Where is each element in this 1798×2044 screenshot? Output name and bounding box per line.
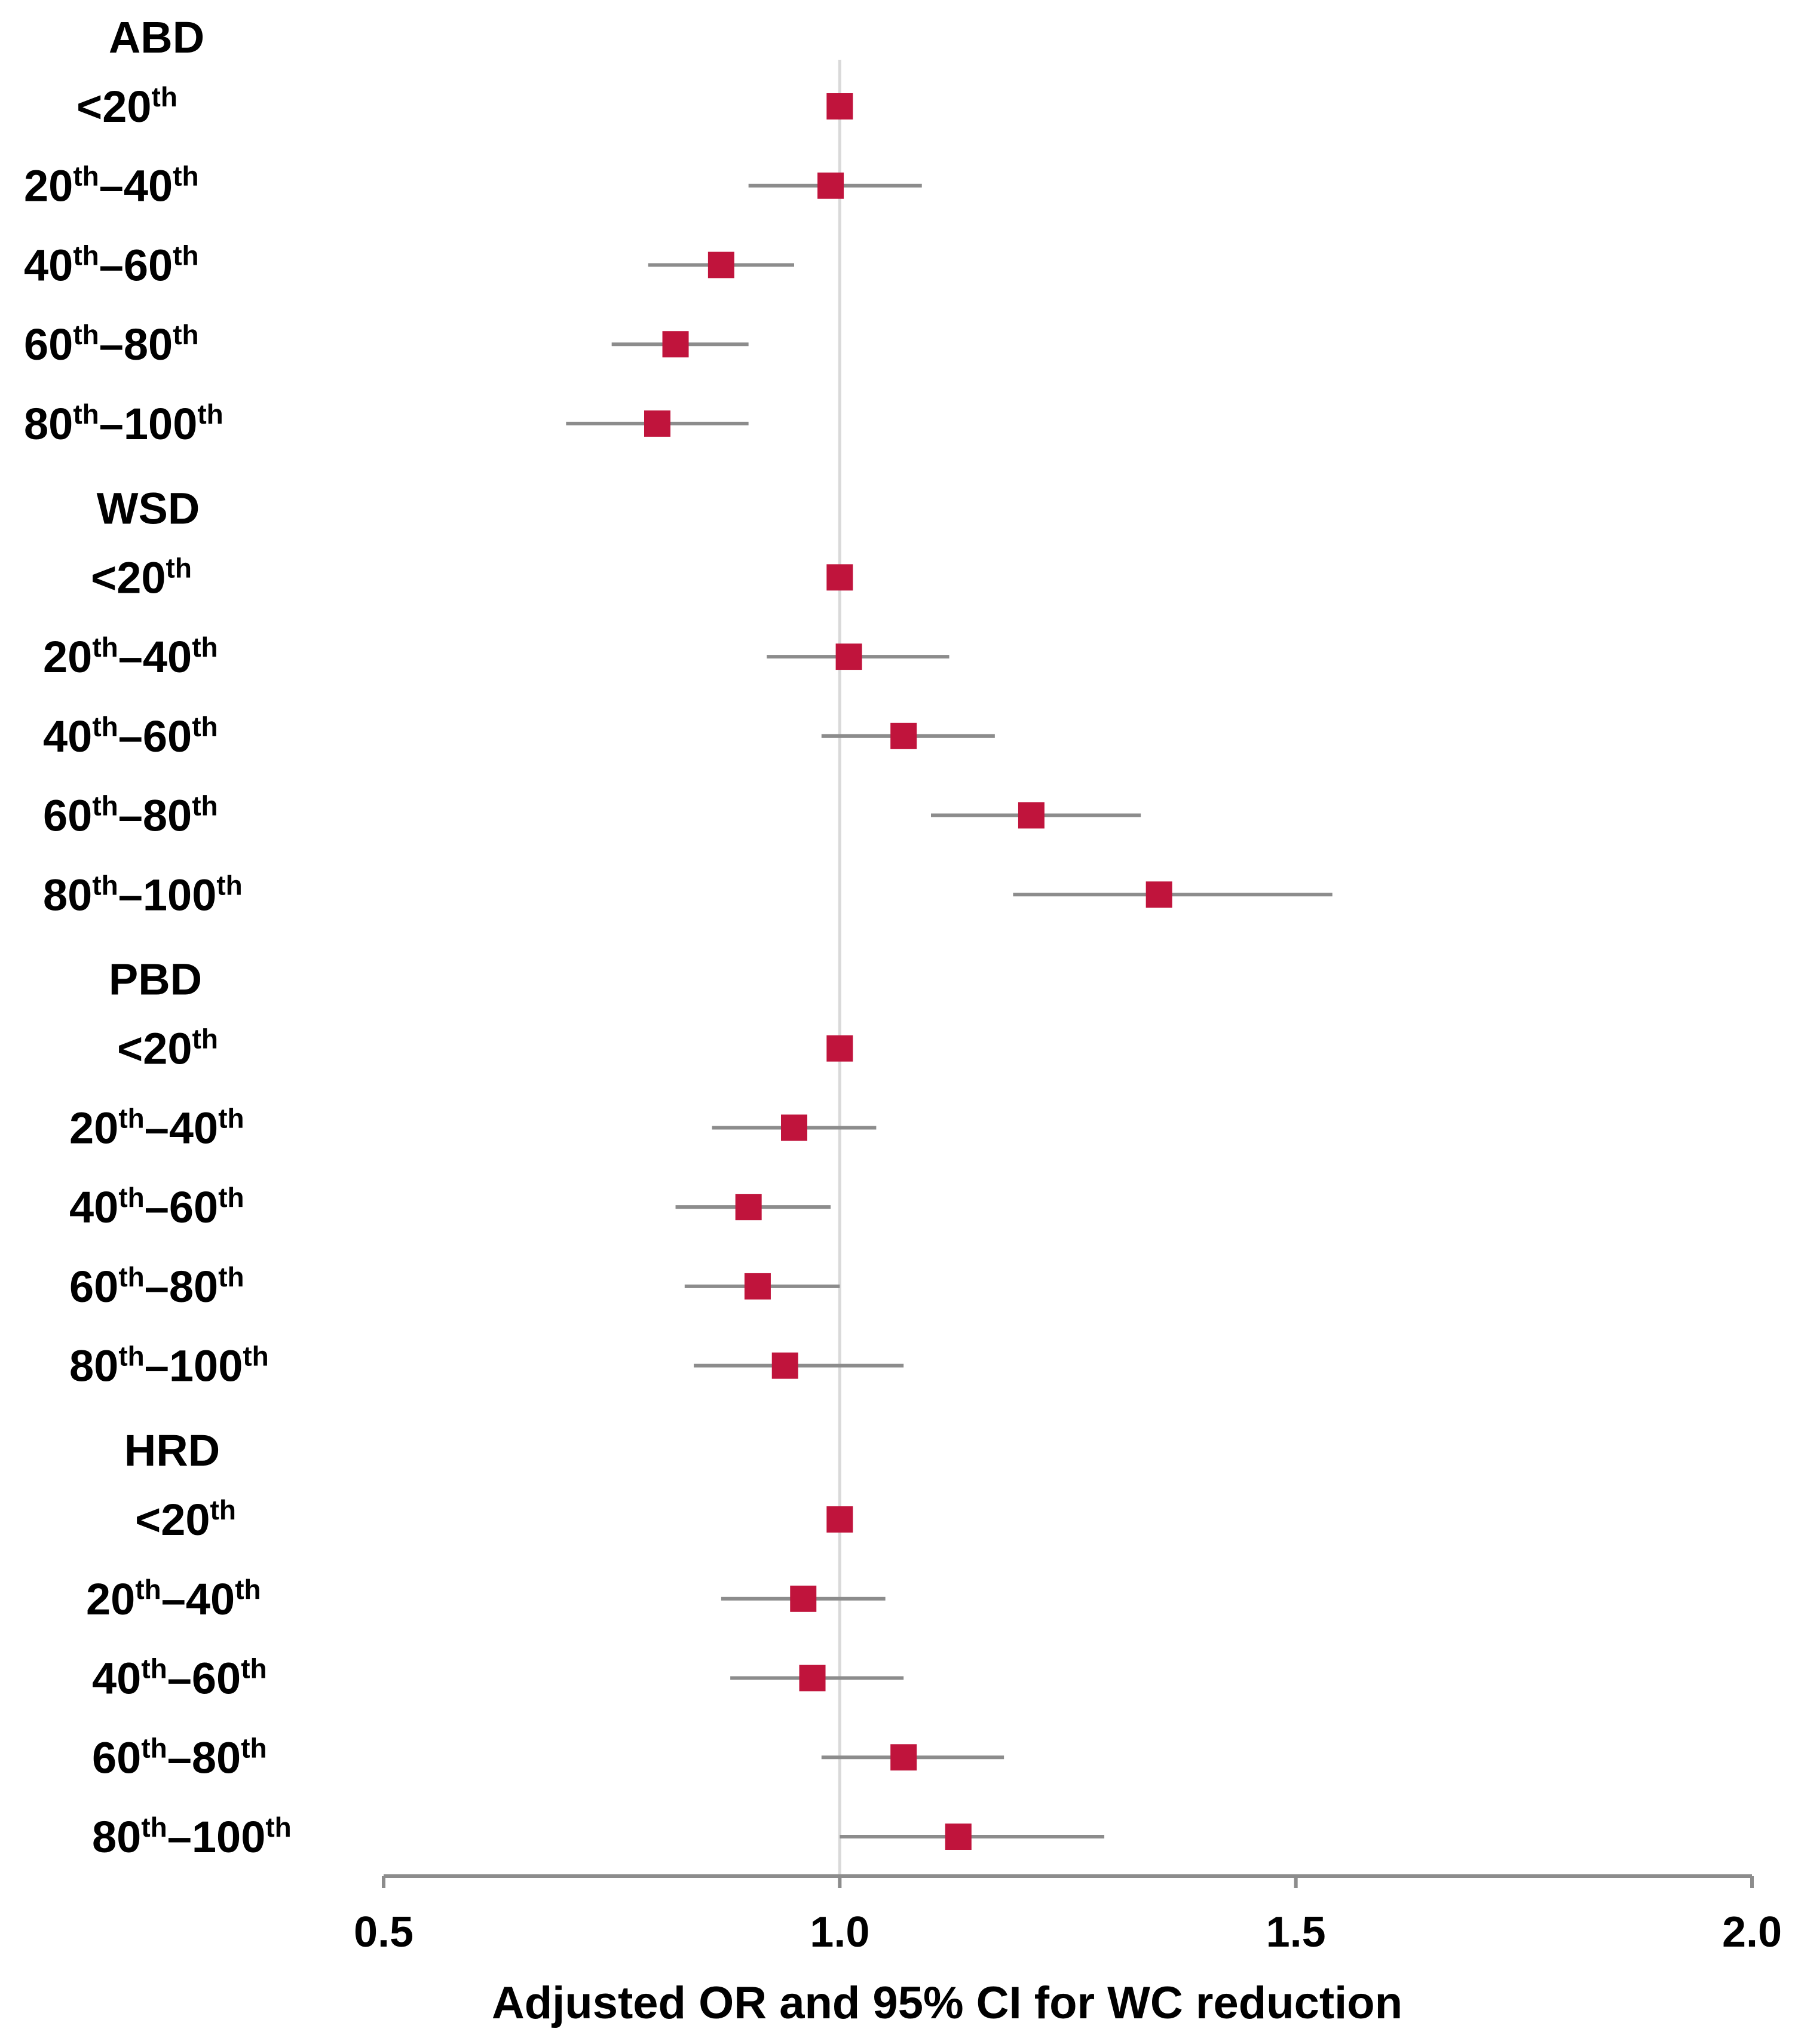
row-label: 40th–60th (92, 1653, 267, 1703)
or-marker (771, 1352, 798, 1379)
or-marker (890, 1744, 917, 1771)
or-marker (735, 1194, 762, 1221)
row-label: <20th (91, 552, 192, 602)
row-label: 80th–100th (69, 1341, 269, 1391)
row-label: 40th–60th (24, 240, 199, 290)
or-marker (644, 410, 670, 437)
row-label: 80th–100th (43, 869, 243, 920)
x-axis: 0.5 1.0 1.5 2.0 (354, 1874, 1782, 1956)
markers-layer (644, 93, 1172, 1850)
row-label: <20th (135, 1494, 236, 1545)
or-marker (744, 1273, 771, 1300)
or-marker (890, 722, 917, 749)
row-label: 20th–40th (43, 632, 218, 682)
row-label: <20th (117, 1023, 218, 1074)
group-title-hrd: HRD (124, 1426, 220, 1475)
or-marker (817, 172, 844, 199)
or-marker (945, 1824, 972, 1850)
row-label: 60th–80th (69, 1261, 244, 1311)
row-labels-layer: ABD <20th 20th–40th 40th–60th 60th–80th 80th–… (24, 13, 292, 1862)
row-label: 20th–40th (24, 161, 199, 211)
row-label: 80th–100th (92, 1812, 292, 1862)
row-label: 60th–80th (92, 1732, 267, 1782)
group-title-pbd: PBD (109, 955, 202, 1004)
group-title-wsd: WSD (97, 483, 200, 533)
or-marker (790, 1585, 817, 1612)
row-label: 20th–40th (69, 1102, 244, 1153)
row-label: <20th (76, 81, 177, 131)
or-marker (826, 1506, 853, 1533)
or-marker (1018, 802, 1045, 829)
ci-lines-layer (566, 183, 1333, 1838)
group-title-abd: ABD (109, 13, 204, 62)
row-label: 60th–80th (24, 319, 199, 369)
or-marker (662, 331, 689, 358)
x-tick-label: 1.0 (810, 1908, 869, 1956)
x-tick-label: 2.0 (1722, 1908, 1782, 1956)
or-marker (835, 643, 862, 670)
or-marker (707, 252, 734, 278)
or-marker (826, 564, 853, 591)
row-label: 40th–60th (43, 711, 218, 761)
row-label: 20th–40th (86, 1574, 261, 1624)
x-tick-label: 0.5 (354, 1908, 413, 1956)
x-axis-title: Adjusted OR and 95% CI for WC reduction (492, 1978, 1402, 2028)
x-tick-label: 1.5 (1266, 1908, 1326, 1956)
row-label: 40th–60th (69, 1182, 244, 1232)
or-marker (826, 1035, 853, 1062)
or-marker (1145, 881, 1172, 908)
or-marker (826, 93, 853, 119)
row-label: 60th–80th (43, 790, 218, 841)
row-label: 80th–100th (24, 399, 223, 449)
or-marker (781, 1114, 807, 1141)
or-marker (799, 1665, 826, 1691)
